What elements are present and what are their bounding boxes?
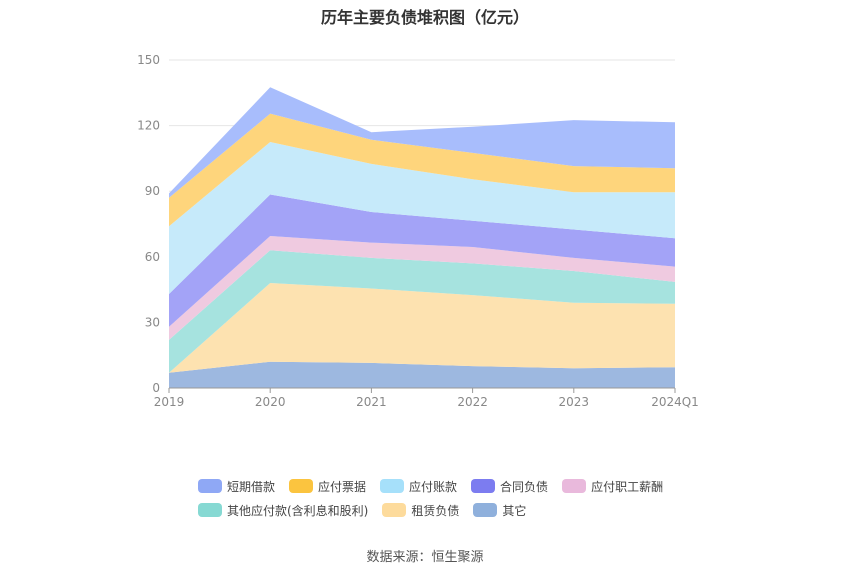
legend-swatch (562, 479, 587, 493)
x-tick-label: 2021 (356, 395, 387, 409)
legend-label: 应付职工薪酬 (591, 479, 664, 494)
y-tick-label: 120 (137, 119, 160, 133)
legend-item[interactable]: 短期借款 (198, 478, 275, 495)
legend-label: 短期借款 (227, 479, 276, 494)
area-series-2 (169, 250, 675, 373)
legend-row: 短期借款 应付票据 应付账款 合同负债 应付职工薪酬 (198, 474, 718, 498)
axes: 0 30 60 90 120 150 2019 2020 2021 2022 2023 2024Q1 (137, 53, 699, 409)
legend-swatch (198, 479, 222, 493)
area-series (169, 87, 675, 388)
legend-swatch (473, 503, 498, 517)
x-tick-label: 2024Q1 (651, 395, 699, 409)
legend-label: 应付票据 (318, 479, 367, 494)
legend-item[interactable]: 其它 (473, 502, 526, 519)
area-series-6 (169, 113, 675, 227)
x-tick-label: 2019 (154, 395, 185, 409)
x-tick-label: 2022 (457, 395, 488, 409)
legend-label: 其他应付款(含利息和股利) (227, 503, 369, 518)
area-series-1 (169, 283, 675, 373)
legend-item[interactable]: 其他应付款(含利息和股利) (198, 502, 368, 519)
legend-swatch (289, 479, 314, 493)
y-tick-label: 0 (152, 381, 160, 395)
legend-label: 合同负债 (500, 479, 549, 494)
y-tick-label: 90 (145, 184, 160, 198)
legend-label: 其它 (502, 503, 527, 518)
legend-item[interactable]: 应付票据 (289, 478, 366, 495)
legend-swatch (471, 479, 496, 493)
chart-title: 历年主要负债堆积图（亿元） (320, 8, 529, 27)
area-series-0 (169, 361, 675, 388)
legend-swatch (380, 479, 405, 493)
area-series-7 (169, 87, 675, 198)
legend-swatch (382, 503, 407, 517)
legend-item[interactable]: 合同负债 (471, 478, 548, 495)
x-tick-label: 2020 (255, 395, 286, 409)
legend-swatch (198, 503, 222, 517)
x-tick-label: 2023 (559, 395, 590, 409)
area-series-5 (169, 142, 675, 294)
legend-item[interactable]: 应付账款 (380, 478, 457, 495)
legend-row: 其他应付款(含利息和股利) 租赁负债 其它 (198, 498, 718, 522)
area-series-4 (169, 194, 675, 327)
area-series-3 (169, 236, 675, 340)
y-tick-label: 60 (145, 250, 160, 264)
legend-label: 应付账款 (409, 479, 458, 494)
legend: 短期借款 应付票据 应付账款 合同负债 应付职工薪酬 其他应付款(含利息和股利) 租赁负债其… (198, 474, 718, 522)
y-tick-label: 150 (137, 53, 160, 67)
legend-label: 租赁负债 (411, 503, 460, 518)
y-tick-label: 30 (145, 315, 160, 329)
legend-item[interactable]: 应付职工薪酬 (562, 478, 663, 495)
data-source-note: 数据来源：恒生聚源 (366, 550, 484, 565)
legend-item[interactable]: 租赁负债 (382, 502, 459, 519)
